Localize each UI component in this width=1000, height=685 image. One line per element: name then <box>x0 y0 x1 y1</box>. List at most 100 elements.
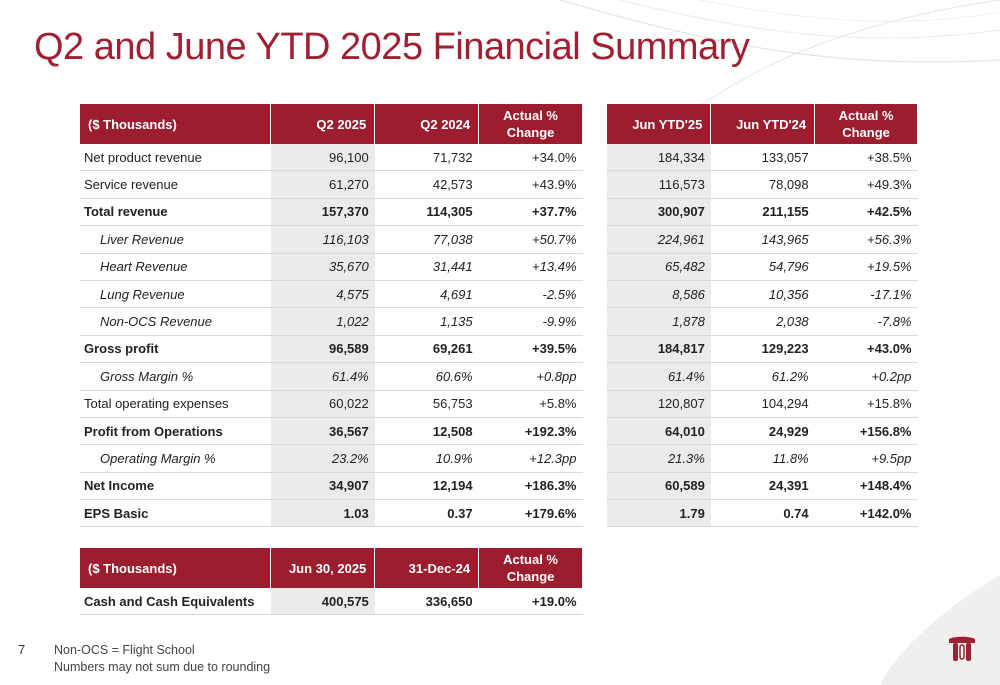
table-cell: +43.9% <box>478 170 583 199</box>
quarterly-summary-table: ($ Thousands) Q2 2025 Q2 2024 Actual % Chan… <box>80 104 583 528</box>
table-cell: 10.9% <box>374 444 479 473</box>
cash-summary-table: ($ Thousands) Jun 30, 2025 31-Dec-24 Actual… <box>80 548 583 616</box>
table-cell: 35,670 <box>270 253 375 281</box>
table-cell: 400,575 <box>270 588 375 616</box>
table-cell: 224,961 <box>607 225 711 254</box>
table-cell: 23.2% <box>270 444 375 473</box>
table-cell: 42,573 <box>374 170 479 199</box>
table-cell: 116,573 <box>607 170 711 199</box>
row-label: Non-OCS Revenue <box>80 307 271 336</box>
table-row: Profit from Operations 36,567 12,508 +192.3… <box>80 417 583 446</box>
table-row: 1,878 2,038 -7.8% <box>607 307 918 336</box>
table-cell: +34.0% <box>478 144 583 172</box>
table-cell: 11.8% <box>710 444 815 473</box>
table-cell: -9.9% <box>478 307 583 336</box>
table-row: Net product revenue 96,100 71,732 +34.0% <box>80 144 583 172</box>
column-header: Actual % Change <box>478 104 583 144</box>
ytd-summary-table: Jun YTD'25 Jun YTD'24 Actual % Change 184,… <box>607 104 918 528</box>
table-cell: -7.8% <box>814 307 918 336</box>
table-row: 60,589 24,391 +148.4% <box>607 472 918 501</box>
table-cell: 60,589 <box>607 472 711 501</box>
table-header-row: ($ Thousands) Q2 2025 Q2 2024 Actual % Chan… <box>80 104 583 144</box>
table-cell: 114,305 <box>374 198 479 227</box>
table-cell: 184,334 <box>607 144 711 172</box>
table-cell: 64,010 <box>607 417 711 446</box>
row-label: Total revenue <box>80 198 271 227</box>
decorative-swoosh-lines <box>559 0 1000 120</box>
table-row: Cash and Cash Equivalents 400,575 336,650 +… <box>80 588 583 616</box>
table-cell: 120,807 <box>607 390 711 418</box>
table-cell: +0.2pp <box>814 362 918 391</box>
table-cell: -2.5% <box>478 280 583 309</box>
table-cell: 24,391 <box>710 472 815 501</box>
table-cell: 60,022 <box>270 390 375 418</box>
table-cell: 61.4% <box>607 362 711 391</box>
table-cell: +37.7% <box>478 198 583 227</box>
table-cell: 1,878 <box>607 307 711 336</box>
column-header: Actual % Change <box>478 548 583 588</box>
table-row: Total revenue 157,370 114,305 +37.7% <box>80 198 583 227</box>
row-label: EPS Basic <box>80 499 271 528</box>
table-cell: 10,356 <box>710 280 815 309</box>
footnotes: Non-OCS = Flight School Numbers may not … <box>54 642 270 676</box>
table-row: 300,907 211,155 +42.5% <box>607 198 918 227</box>
table-row: EPS Basic 1.03 0.37 +179.6% <box>80 499 583 528</box>
column-header: Jun YTD'24 <box>710 104 816 144</box>
table-row: Liver Revenue 116,103 77,038 +50.7% <box>80 225 583 254</box>
row-label: Profit from Operations <box>80 417 271 446</box>
table-cell: +192.3% <box>478 417 583 446</box>
table-cell: 56,753 <box>374 390 479 418</box>
table-cell: 8,586 <box>607 280 711 309</box>
column-header: ($ Thousands) <box>80 104 272 144</box>
table-row: 65,482 54,796 +19.5% <box>607 253 918 281</box>
table-cell: 2,038 <box>710 307 815 336</box>
table-cell: 96,589 <box>270 335 375 364</box>
row-label: Total operating expenses <box>80 390 271 418</box>
table-row: Operating Margin % 23.2% 10.9% +12.3pp <box>80 444 583 473</box>
column-header: 31-Dec-24 <box>374 548 480 588</box>
table-cell: +186.3% <box>478 472 583 501</box>
table-cell: +142.0% <box>814 499 918 528</box>
table-cell: 78,098 <box>710 170 815 199</box>
table-cell: +148.4% <box>814 472 918 501</box>
table-cell: 104,294 <box>710 390 815 418</box>
table-cell: 96,100 <box>270 144 375 172</box>
table-row: Gross profit 96,589 69,261 +39.5% <box>80 335 583 364</box>
column-header: Jun YTD'25 <box>607 104 712 144</box>
table-cell: 61.4% <box>270 362 375 391</box>
table-cell: +12.3pp <box>478 444 583 473</box>
table-header-row: Jun YTD'25 Jun YTD'24 Actual % Change <box>607 104 918 144</box>
table-cell: +56.3% <box>814 225 918 254</box>
table-cell: 4,691 <box>374 280 479 309</box>
row-label: Heart Revenue <box>80 253 271 281</box>
table-cell: 1,022 <box>270 307 375 336</box>
table-row: 21.3% 11.8% +9.5pp <box>607 444 918 473</box>
page-number: 7 <box>18 642 26 657</box>
table-cell: 211,155 <box>710 198 815 227</box>
row-label: Cash and Cash Equivalents <box>80 588 271 616</box>
table-row: Service revenue 61,270 42,573 +43.9% <box>80 170 583 199</box>
table-row: Net Income 34,907 12,194 +186.3% <box>80 472 583 501</box>
table-cell: 31,441 <box>374 253 479 281</box>
table-cell: 133,057 <box>710 144 815 172</box>
table-cell: 24,929 <box>710 417 815 446</box>
column-header: Q2 2024 <box>374 104 480 144</box>
page-title: Q2 and June YTD 2025 Financial Summary <box>34 26 750 68</box>
table-cell: 60.6% <box>374 362 479 391</box>
table-cell: +19.5% <box>814 253 918 281</box>
table-row: Lung Revenue 4,575 4,691 -2.5% <box>80 280 583 309</box>
table-cell: -17.1% <box>814 280 918 309</box>
row-label: Net Income <box>80 472 271 501</box>
column-header: Jun 30, 2025 <box>270 548 376 588</box>
table-row: 184,334 133,057 +38.5% <box>607 144 918 172</box>
table-cell: 1,135 <box>374 307 479 336</box>
decorative-corner-shape <box>880 575 1000 685</box>
row-label: Liver Revenue <box>80 225 271 254</box>
table-cell: 336,650 <box>374 588 479 616</box>
table-row: Non-OCS Revenue 1,022 1,135 -9.9% <box>80 307 583 336</box>
table-cell: 12,508 <box>374 417 479 446</box>
table-cell: 143,965 <box>710 225 815 254</box>
footnote-line: Non-OCS = Flight School <box>54 643 195 657</box>
row-label: Gross Margin % <box>80 362 271 391</box>
table-cell: 116,103 <box>270 225 375 254</box>
